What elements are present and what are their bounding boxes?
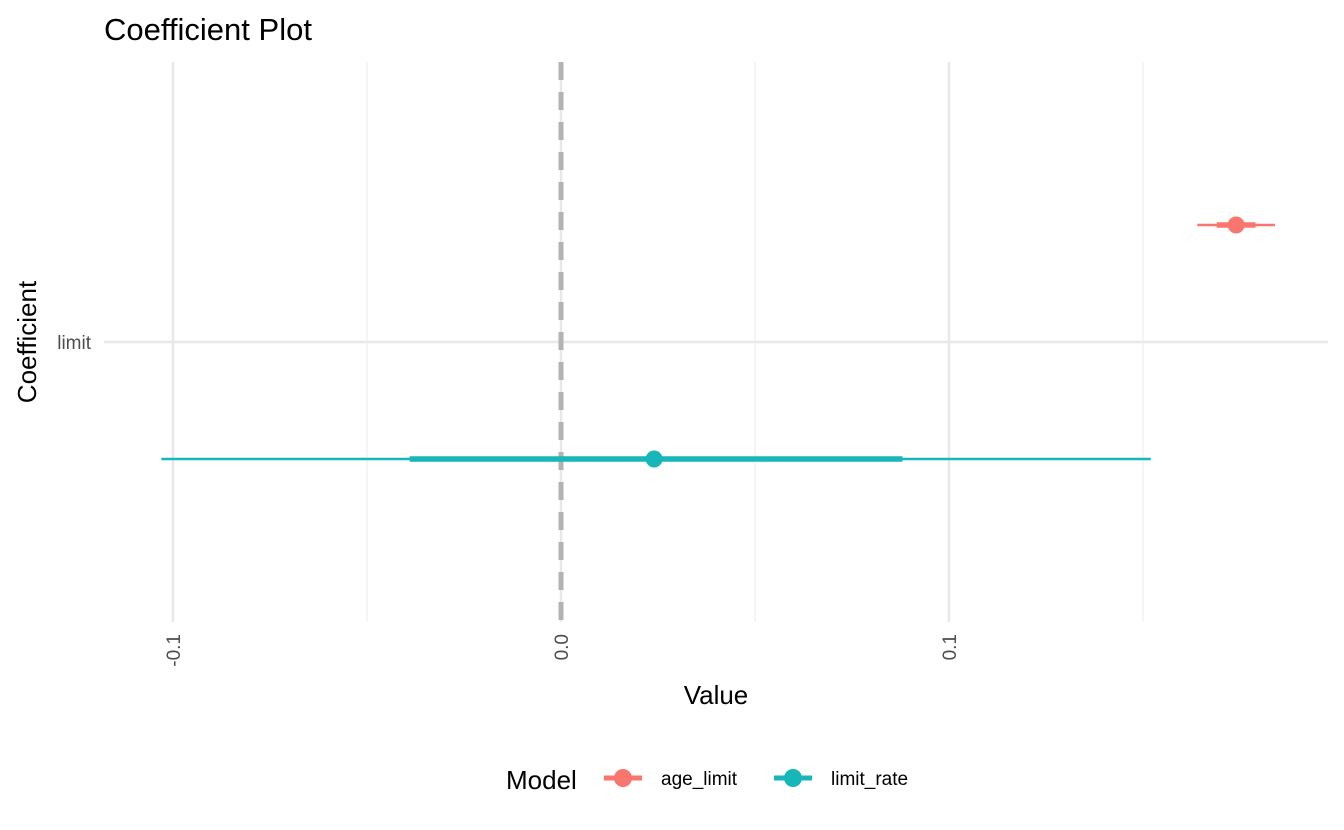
x-tick-label: 0.1	[940, 634, 961, 660]
series-limit_rate	[161, 450, 1151, 468]
series-age_limit	[1197, 216, 1275, 234]
chart-title: Coefficient Plot	[104, 12, 312, 47]
legend-item-age_limit: age_limit	[604, 769, 738, 790]
y-tick-label: limit	[57, 333, 91, 354]
legend-label: limit_rate	[831, 769, 908, 790]
y-axis-title: Coefficient	[12, 280, 42, 403]
x-tick-label: -0.1	[164, 634, 185, 667]
point-estimate	[1227, 216, 1245, 234]
legend: Model age_limit limit_rate	[506, 765, 908, 795]
legend-item-limit_rate: limit_rate	[774, 769, 908, 790]
legend-title: Model	[506, 765, 577, 795]
x-axis-title: Value	[684, 680, 749, 710]
x-tick-labels: -0.1 0.0 0.1	[164, 634, 961, 667]
point-estimate	[645, 450, 663, 468]
x-tick-label: 0.0	[552, 634, 573, 660]
grid-lines	[104, 62, 1328, 622]
legend-key-point	[784, 769, 802, 787]
legend-label: age_limit	[661, 769, 738, 790]
series-marks	[161, 216, 1275, 468]
y-tick-labels: limit	[57, 333, 91, 354]
legend-key-point	[614, 769, 632, 787]
